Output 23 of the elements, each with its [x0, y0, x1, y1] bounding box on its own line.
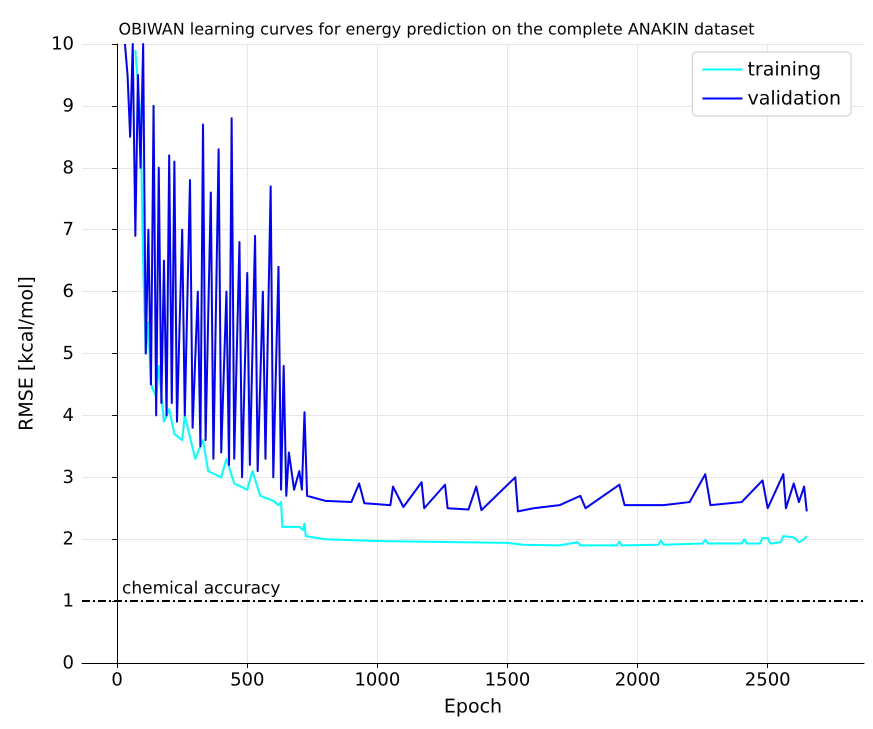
x-tick-label: 500 — [230, 670, 264, 690]
y-tick-label: 2 — [62, 528, 74, 550]
y-tick-label: 10 — [51, 34, 74, 54]
y-axis-title: RMSE [kcal/mol] — [16, 276, 38, 431]
chart-title: OBIWAN learning curves for energy prediction on the complete ANAKIN dataset — [118, 20, 754, 38]
y-tick-label: 1 — [62, 590, 74, 612]
y-tick-label: 5 — [62, 343, 74, 364]
x-axis-title: Epoch — [444, 696, 502, 718]
y-tick-label: 4 — [62, 404, 74, 426]
y-tick-label: 8 — [62, 157, 74, 178]
ref-line-label: chemical accuracy — [122, 578, 280, 599]
y-tick-label: 7 — [62, 219, 74, 240]
x-tick-label: 0 — [111, 670, 123, 690]
x-tick-label: 1000 — [354, 670, 400, 690]
legend-label: validation — [747, 88, 842, 110]
x-tick-label: 1500 — [484, 670, 530, 690]
y-tick-label: 6 — [62, 281, 74, 302]
x-tick-label: 2000 — [614, 670, 661, 690]
legend-label: training — [747, 58, 822, 80]
y-tick-label: 9 — [62, 95, 74, 116]
y-tick-label: 0 — [62, 652, 74, 674]
y-tick-label: 3 — [62, 466, 74, 488]
x-tick-label: 2500 — [744, 670, 791, 690]
